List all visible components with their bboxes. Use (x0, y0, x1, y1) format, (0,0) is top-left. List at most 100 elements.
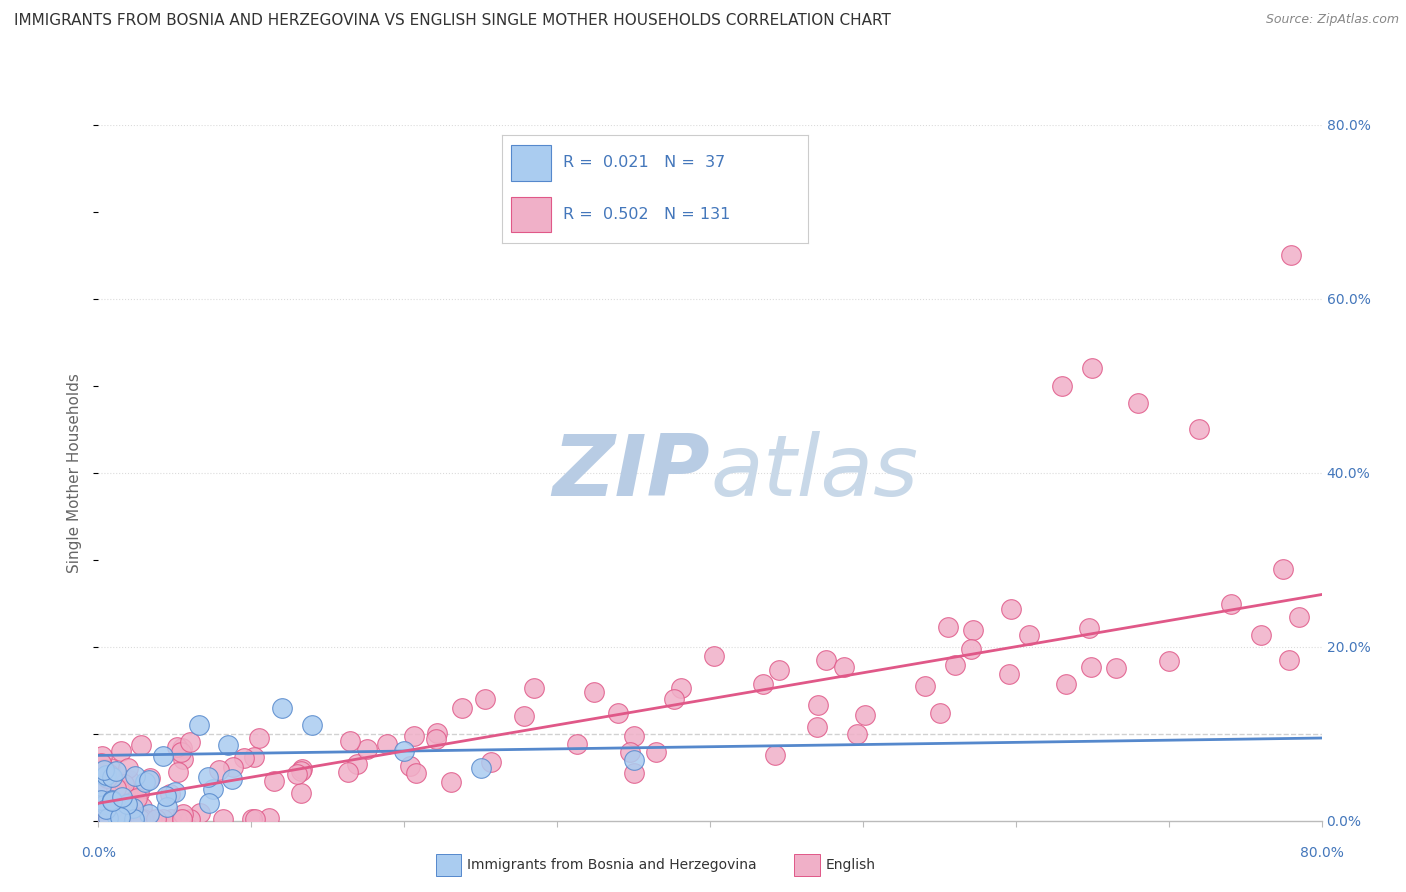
Point (97, 766, 120, 780)
Point (98, 761, 121, 775)
Point (105, 812, 128, 826)
Point (336, 765, 359, 780)
Point (94, 797, 117, 811)
Point (117, 788, 139, 802)
Point (290, 764, 312, 778)
Point (1000, 602, 1022, 616)
Point (112, 777, 135, 791)
Point (1278, 653, 1301, 667)
Point (122, 801, 145, 815)
Point (165, 785, 187, 799)
Point (97, 810, 120, 824)
Point (512, 709, 534, 723)
Text: Immigrants from Bosnia and Herzegovina: Immigrants from Bosnia and Herzegovina (467, 858, 756, 872)
Point (128, 786, 150, 800)
Point (479, 755, 502, 769)
Point (90, 793, 112, 807)
Point (607, 706, 630, 720)
Point (807, 698, 830, 713)
Point (1081, 361, 1104, 376)
Point (139, 772, 162, 786)
Point (131, 800, 153, 814)
Point (243, 750, 266, 764)
Point (943, 658, 966, 673)
Point (105, 807, 128, 822)
Point (138, 773, 160, 788)
Point (247, 731, 270, 745)
Point (936, 619, 959, 633)
Point (198, 796, 221, 810)
Point (188, 718, 211, 732)
Point (233, 751, 256, 765)
Point (645, 745, 668, 759)
Point (170, 745, 193, 759)
Point (156, 800, 179, 814)
Point (768, 663, 790, 677)
Point (221, 772, 243, 786)
Point (1272, 562, 1295, 576)
Point (134, 775, 156, 789)
Point (853, 708, 876, 723)
Point (138, 812, 160, 826)
Point (440, 774, 463, 789)
Point (523, 681, 546, 696)
Text: atlas: atlas (710, 431, 918, 515)
Point (565, 738, 588, 752)
Point (301, 718, 323, 732)
Point (172, 752, 194, 766)
Point (118, 772, 141, 787)
Point (270, 700, 294, 714)
Text: 80.0%: 80.0% (1299, 846, 1344, 860)
Point (104, 780, 127, 795)
Point (405, 765, 427, 780)
Point (425, 731, 447, 746)
Point (128, 812, 150, 826)
Point (93, 763, 115, 777)
Point (152, 812, 174, 826)
Point (104, 786, 127, 800)
Point (96, 802, 118, 816)
Point (197, 770, 219, 784)
Point (112, 812, 135, 826)
Point (90, 797, 112, 812)
Text: Source: ZipAtlas.com: Source: ZipAtlas.com (1265, 13, 1399, 27)
Point (110, 744, 132, 758)
Point (117, 760, 139, 774)
Point (217, 738, 239, 752)
Point (172, 807, 194, 822)
Point (339, 734, 361, 748)
Text: English: English (825, 858, 876, 872)
Point (1220, 598, 1243, 612)
Text: 0.0%: 0.0% (82, 846, 115, 860)
Point (101, 792, 124, 806)
Point (582, 685, 605, 699)
Point (285, 766, 308, 780)
Point (108, 812, 131, 826)
Point (845, 727, 868, 741)
Point (1105, 661, 1128, 675)
Text: IMMIGRANTS FROM BOSNIA AND HERZEGOVINA VS ENGLISH SINGLE MOTHER HOUSEHOLDS CORRE: IMMIGRANTS FROM BOSNIA AND HERZEGOVINA V… (14, 13, 891, 29)
Point (90, 748, 112, 763)
Point (101, 773, 124, 788)
Point (1054, 677, 1077, 691)
Point (125, 812, 148, 826)
Point (91, 812, 114, 826)
Point (960, 641, 983, 656)
Point (166, 812, 188, 826)
Point (96, 811, 118, 825)
Point (404, 729, 426, 743)
Point (623, 766, 645, 780)
Point (426, 726, 449, 740)
Point (108, 812, 131, 826)
Point (122, 812, 145, 826)
Point (1188, 422, 1211, 436)
Point (1157, 654, 1180, 668)
Point (998, 667, 1021, 681)
Point (188, 806, 211, 821)
Point (356, 742, 378, 756)
Point (145, 812, 167, 826)
Point (962, 623, 984, 637)
Point (375, 737, 398, 751)
Point (104, 764, 127, 778)
Point (100, 793, 122, 807)
